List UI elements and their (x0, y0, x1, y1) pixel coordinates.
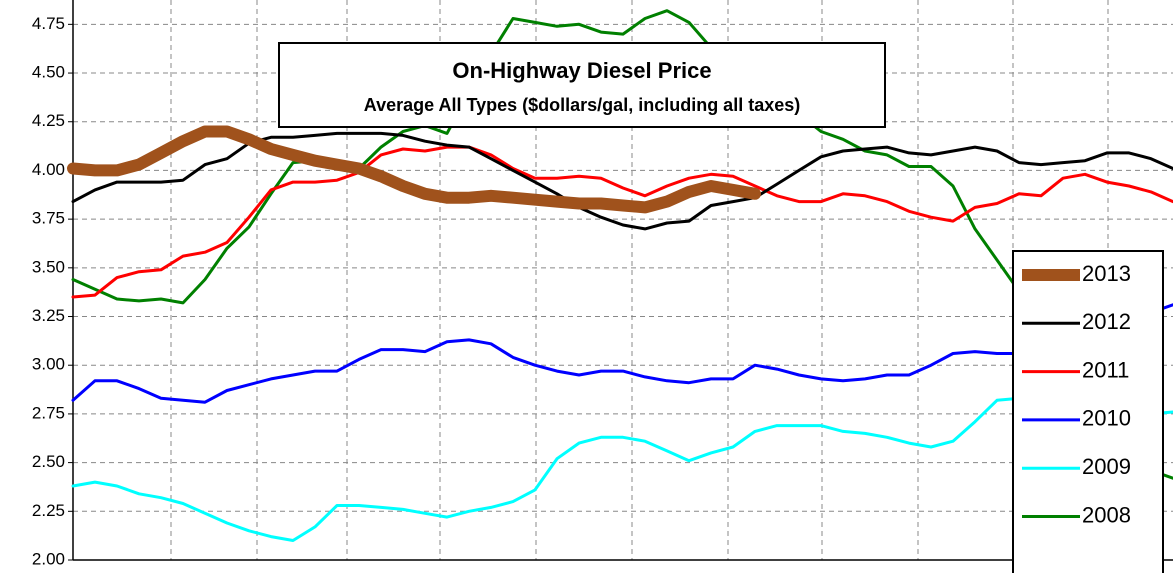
y-tick-label: 4.75 (32, 14, 65, 33)
y-tick-label: 2.25 (32, 501, 65, 520)
overlay: On-Highway Diesel Price Average All Type… (278, 42, 1164, 573)
series-line (67, 125, 761, 214)
y-tick-label: 3.50 (32, 257, 65, 276)
y-tick-label: 2.75 (32, 403, 65, 422)
series-line (71, 396, 1173, 542)
series-line (71, 131, 1173, 231)
y-tick-label: 2.50 (32, 452, 65, 471)
y-tick-label: 4.50 (32, 63, 65, 82)
chart-subtitle: Average All Types ($dollars/gal, includi… (364, 95, 800, 115)
y-tick-label: 2.00 (32, 549, 65, 568)
legend-label: 2012 (1082, 309, 1131, 334)
y-tick-label: 3.75 (32, 209, 65, 228)
title-box (278, 42, 886, 128)
series-line (71, 303, 1173, 404)
legend-label: 2010 (1082, 406, 1131, 431)
lines (67, 9, 1173, 542)
y-tick-label: 3.25 (32, 306, 65, 325)
y-tick-label: 4.25 (32, 111, 65, 130)
series-line (71, 145, 1173, 299)
y-tick-label: 3.00 (32, 355, 65, 374)
legend-label: 2008 (1082, 502, 1131, 527)
legend-label: 2011 (1082, 357, 1129, 382)
legend-box (1012, 250, 1164, 573)
y-tick-label: 4.00 (32, 160, 65, 179)
legend-label: 2013 (1082, 261, 1131, 286)
series-line (71, 9, 1173, 480)
chart-title: On-Highway Diesel Price (452, 58, 711, 83)
legend-label: 2009 (1082, 454, 1131, 479)
